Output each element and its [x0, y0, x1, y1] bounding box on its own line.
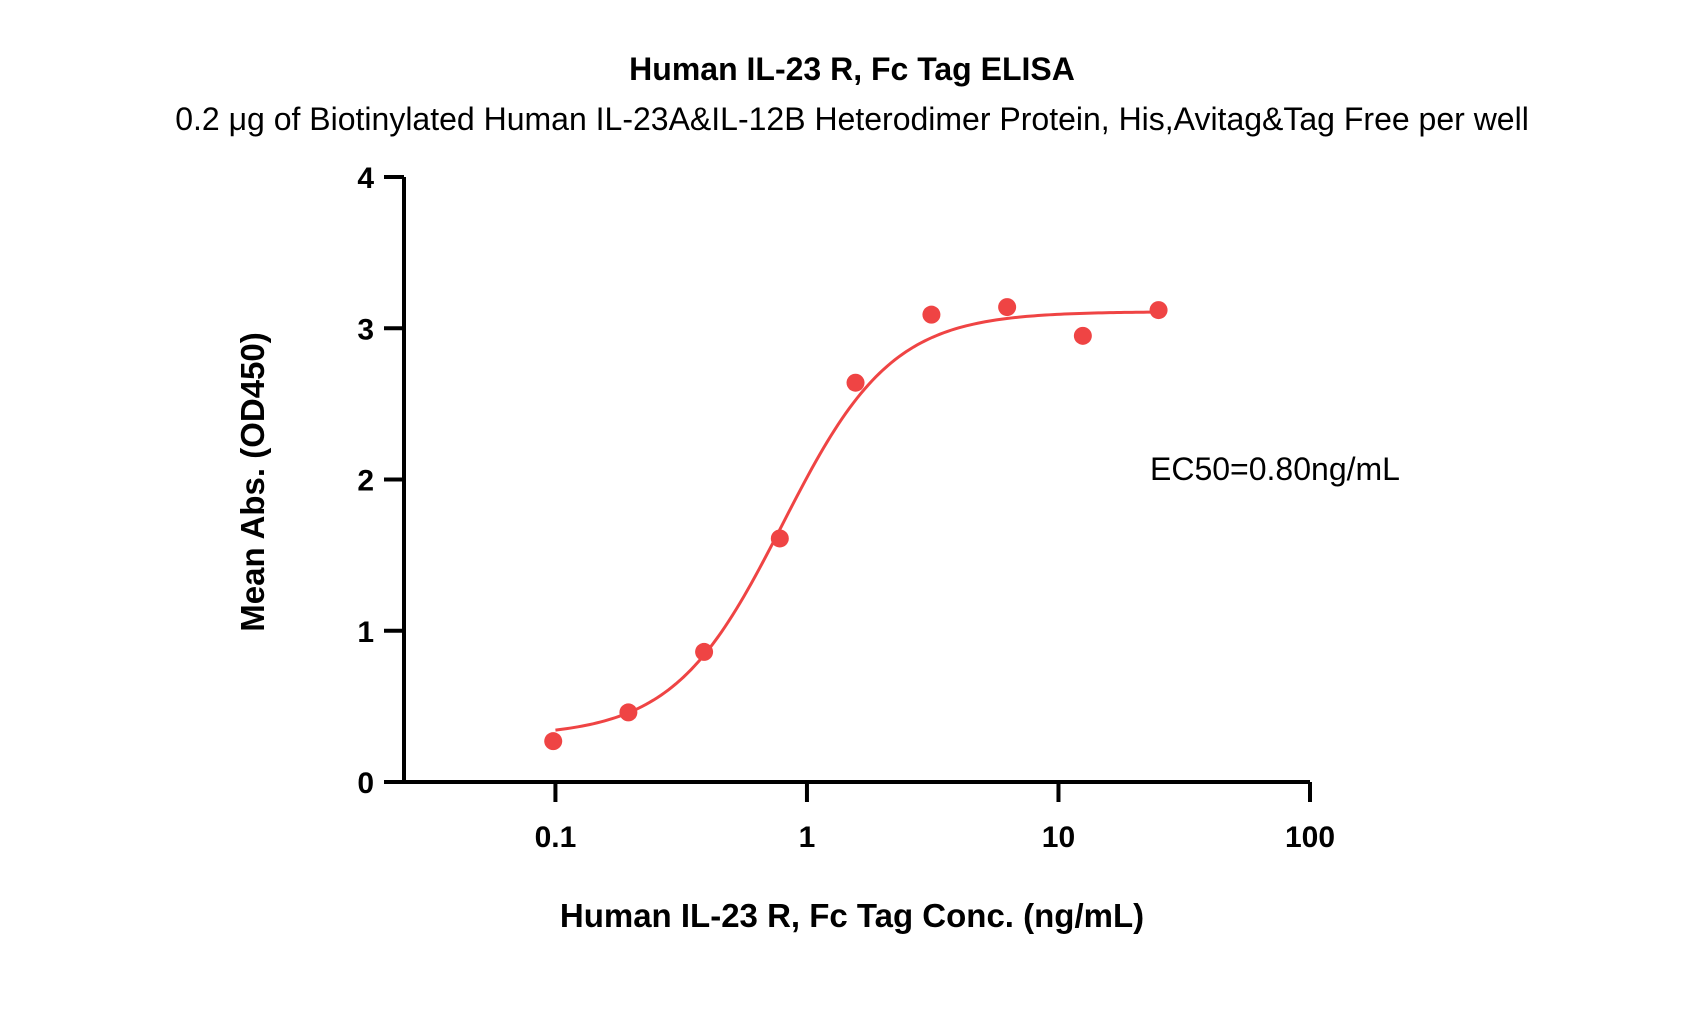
data-point: [770, 529, 789, 548]
x-axis-label: Human IL-23 R, Fc Tag Conc. (ng/mL): [560, 897, 1144, 934]
y-tick-label: 3: [357, 313, 374, 346]
data-point: [619, 703, 638, 722]
data-point: [695, 642, 714, 661]
chart-title: Human IL-23 R, Fc Tag ELISA: [629, 51, 1075, 87]
y-tick-label: 2: [357, 465, 374, 498]
x-tick-label: 10: [1042, 821, 1075, 854]
data-point: [846, 373, 865, 392]
x-tick-label: 100: [1285, 821, 1335, 854]
plot-area: 0 1 2 3 4 0.1 1 10 100: [357, 162, 1335, 854]
data-point: [998, 298, 1017, 317]
x-ticks: 0.1 1 10 100: [535, 782, 1335, 854]
x-tick-label: 1: [799, 821, 816, 854]
ec50-annotation: EC50=0.80ng/mL: [1150, 451, 1400, 487]
data-point: [544, 732, 563, 751]
data-points-layer: [544, 298, 1168, 751]
y-tick-label: 1: [357, 616, 374, 649]
chart-subtitle: 0.2 μg of Biotinylated Human IL-23A&IL-1…: [175, 101, 1529, 137]
fit-curve-layer: [555, 310, 1159, 732]
data-point: [1149, 301, 1168, 320]
x-tick-label: 0.1: [535, 821, 577, 854]
y-tick-label: 0: [357, 767, 374, 800]
y-tick-label: 4: [357, 162, 374, 195]
fit-curve: [555, 310, 1159, 732]
y-axis-label: Mean Abs. (OD450): [234, 332, 271, 632]
data-point: [922, 305, 941, 324]
data-point: [1073, 326, 1092, 345]
y-ticks: 0 1 2 3 4: [357, 162, 404, 800]
